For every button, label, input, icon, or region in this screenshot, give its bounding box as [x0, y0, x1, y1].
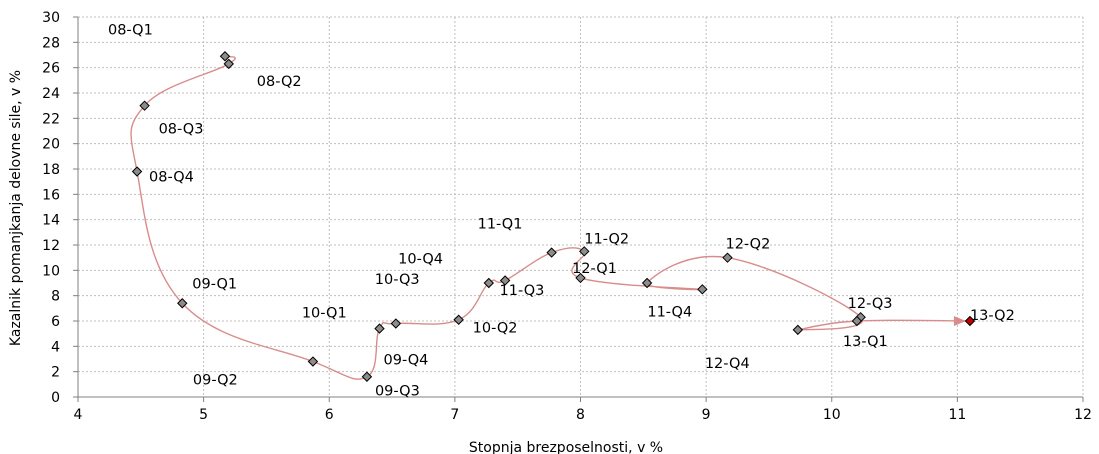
x-tick-label: 9: [702, 407, 711, 423]
y-tick-label: 8: [51, 289, 60, 305]
data-point-marker: [219, 51, 231, 62]
point-label: 10-Q4: [398, 251, 443, 267]
trajectory-line: [130, 55, 970, 380]
x-tick-label: 10: [823, 407, 841, 423]
x-tick-label: 8: [576, 407, 585, 423]
x-axis-title: Stopnja brezposelnosti, v %: [469, 440, 663, 454]
y-tick-label: 22: [42, 111, 60, 127]
y-tick-label: 2: [51, 365, 60, 381]
data-point-marker: [374, 323, 385, 334]
point-label: 13-Q1: [843, 334, 888, 350]
data-point-marker: [575, 272, 586, 284]
point-label: 09-Q4: [384, 353, 429, 369]
y-tick-label: 4: [51, 339, 60, 355]
y-tick-label: 18: [42, 162, 60, 178]
data-point-marker: [792, 324, 804, 336]
point-label: 11-Q1: [478, 217, 523, 233]
point-label: 08-Q3: [159, 122, 204, 138]
y-tick-label: 26: [42, 61, 60, 77]
data-point-marker: [131, 166, 143, 177]
data-point-marker: [964, 315, 976, 327]
data-markers: [131, 51, 976, 382]
data-point-marker: [722, 252, 733, 263]
x-tick-label: 5: [199, 407, 208, 423]
point-label: 08-Q1: [108, 22, 153, 38]
point-label: 09-Q3: [375, 384, 420, 400]
data-point-marker: [697, 284, 708, 295]
x-tick-labels: 4 5 6 7 8 9 10 11 12: [74, 407, 1092, 423]
point-label: 10-Q1: [302, 306, 347, 322]
y-tick-label: 6: [51, 314, 60, 330]
y-tick-label: 16: [42, 187, 60, 203]
point-label: 10-Q2: [473, 321, 518, 337]
x-tick-label: 11: [948, 407, 966, 423]
y-tick-label: 30: [42, 10, 60, 26]
point-label: 11-Q4: [647, 304, 692, 320]
point-label: 12-Q2: [725, 237, 770, 253]
data-point-marker: [361, 371, 373, 382]
data-point-marker: [851, 315, 863, 327]
data-point-marker: [177, 298, 188, 309]
x-tick-label: 4: [74, 407, 83, 423]
point-label: 12-Q3: [848, 296, 893, 312]
arrowhead: [953, 316, 966, 326]
data-point-marker: [579, 246, 590, 257]
point-label: 08-Q2: [257, 74, 302, 90]
data-point-marker: [641, 277, 653, 289]
point-label: 08-Q4: [149, 170, 194, 186]
y-axis-title: Kazalnik pomanjkanja delovne sile, v %: [8, 70, 24, 346]
data-point-marker: [307, 356, 319, 367]
point-label: 09-Q2: [193, 373, 238, 389]
data-point-marker: [453, 314, 464, 325]
axes: [77, 17, 1083, 398]
point-label: 13-Q2: [970, 308, 1015, 324]
y-tick-label: 24: [42, 86, 60, 102]
point-label: 11-Q2: [584, 231, 629, 247]
y-tick-label: 28: [42, 35, 60, 51]
x-tick-label: 12: [1074, 407, 1092, 423]
point-label: 12-Q4: [705, 356, 750, 372]
x-tick-label: 6: [325, 407, 334, 423]
point-label: 09-Q1: [192, 276, 237, 292]
point-labels: 08-Q1 08-Q2 08-Q3 08-Q4 09-Q1 09-Q2 09-Q3 09-Q4…: [108, 22, 1015, 399]
point-label: 12-Q1: [572, 261, 617, 277]
data-point-marker: [546, 247, 557, 258]
data-point-marker: [139, 100, 150, 111]
data-point-marker: [223, 58, 234, 70]
y-tick-label: 10: [42, 263, 60, 279]
point-label: 11-Q3: [500, 283, 545, 299]
y-tick-label: 12: [42, 238, 60, 254]
y-tick-label: 20: [42, 137, 60, 153]
y-tick-label: 0: [51, 390, 60, 406]
point-label: 10-Q3: [375, 272, 420, 288]
data-point-marker: [499, 275, 511, 286]
y-tick-label: 14: [42, 213, 60, 229]
x-tick-label: 7: [450, 407, 459, 423]
data-point-marker: [483, 277, 495, 289]
grid: [73, 16, 1084, 402]
data-point-marker: [390, 318, 402, 329]
